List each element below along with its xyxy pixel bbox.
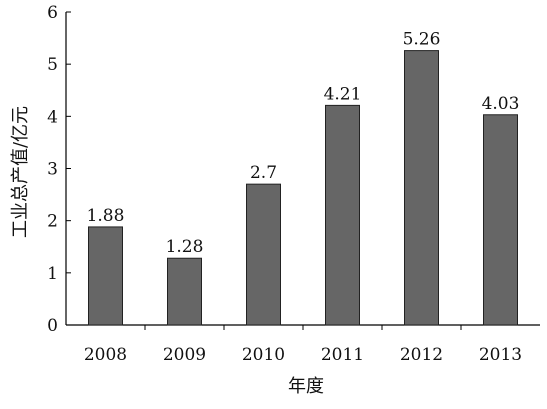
y-tick-label: 5 [47, 55, 58, 75]
y-tick-label: 6 [47, 3, 58, 23]
bar-2008 [88, 226, 123, 326]
x-tick-label-2013: 2013 [479, 345, 522, 365]
axes [65, 12, 540, 326]
data-label-2008: 1.88 [87, 206, 125, 226]
x-tick-label-2009: 2009 [163, 345, 206, 365]
x-tick-label-2012: 2012 [400, 345, 443, 365]
bar-2013 [483, 114, 518, 326]
data-label-2009: 1.28 [166, 237, 204, 257]
y-tick-label: 1 [47, 264, 58, 284]
data-label-2010: 2.7 [250, 163, 277, 183]
bar-2009 [167, 257, 202, 326]
data-label-2012: 5.26 [403, 30, 441, 50]
x-tick-label-2011: 2011 [321, 345, 364, 365]
data-label-2011: 4.21 [324, 84, 362, 104]
x-axis-title: 年度 [288, 376, 324, 397]
y-axis-ticks: 0 1 2 3 4 5 6 [47, 3, 71, 336]
bar-2010 [246, 183, 281, 326]
x-tick-label-2010: 2010 [242, 345, 285, 365]
data-label-2013: 4.03 [482, 94, 520, 114]
data-labels: 1.88 1.28 2.7 4.21 5.26 4.03 [87, 30, 520, 258]
bar-2012 [404, 50, 439, 326]
y-tick-label: 4 [47, 107, 58, 127]
x-axis-ticks: 2008 2009 2010 2011 2012 2013 [84, 325, 522, 365]
bar-2011 [325, 104, 360, 326]
bars [88, 50, 518, 326]
x-tick-label-2008: 2008 [84, 345, 127, 365]
y-tick-label: 2 [47, 212, 58, 232]
y-tick-label: 0 [47, 316, 58, 336]
y-tick-label: 3 [47, 160, 58, 180]
y-axis-title: 工业总产值/亿元 [10, 106, 31, 238]
